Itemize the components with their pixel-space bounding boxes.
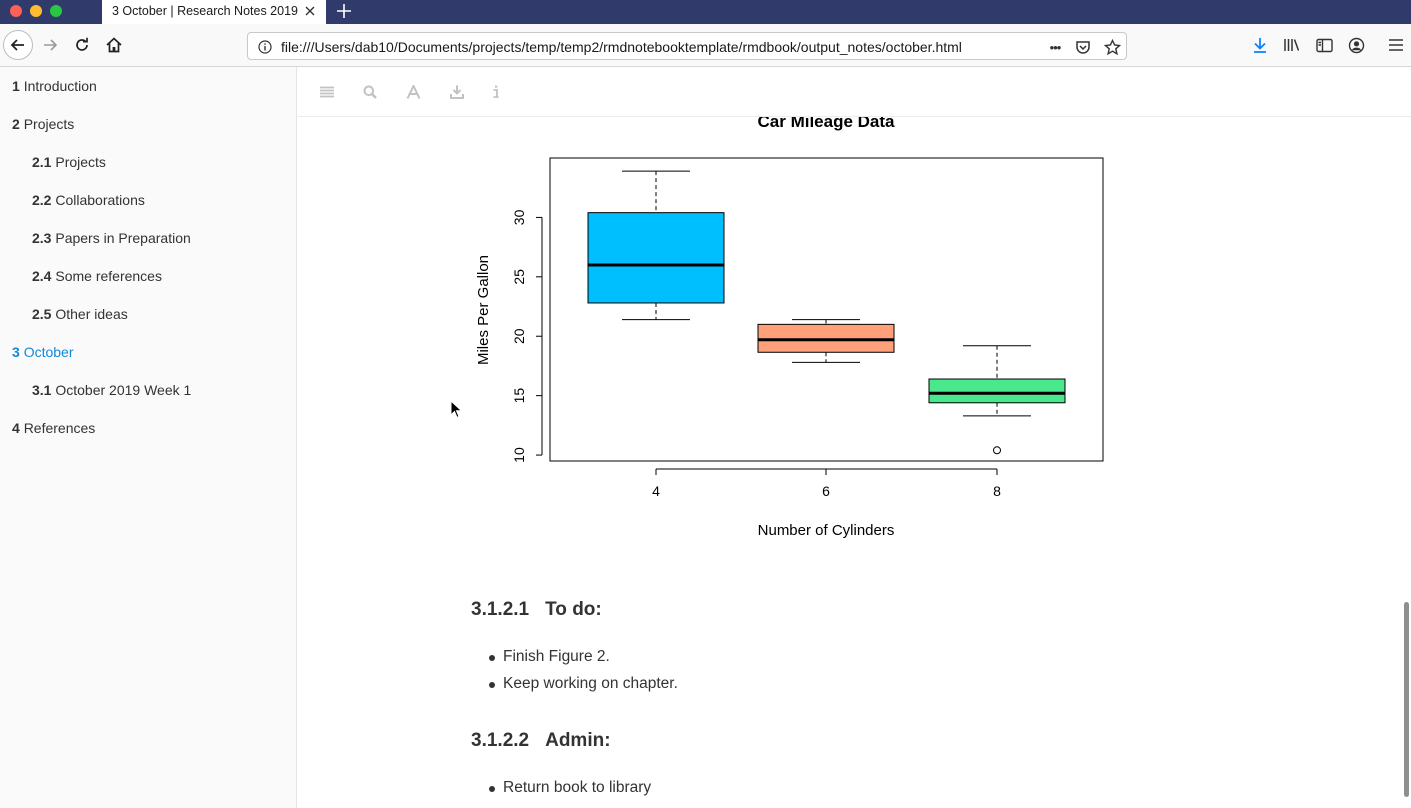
- library-icon: [1284, 39, 1300, 51]
- browser-tab[interactable]: 3 October | Research Notes 2019: [102, 0, 326, 24]
- list-item: Finish Figure 2.: [489, 648, 610, 665]
- boxplot-boxes: [587, 170, 1066, 455]
- toggle-sidebar-button[interactable]: [316, 81, 338, 103]
- chart-title: Car Mileage Data: [758, 117, 896, 131]
- download-icon: [450, 85, 464, 99]
- toc-item-projects[interactable]: 2 Projects: [12, 116, 75, 132]
- star-icon: [1103, 38, 1121, 55]
- toc-item-october[interactable]: 3 October: [12, 344, 74, 360]
- url-bar[interactable]: file:///Users/dab10/Documents/projects/t…: [247, 32, 1127, 60]
- x-axis-label: Number of Cylinders: [758, 522, 895, 539]
- forward-arrow-icon: [44, 39, 58, 51]
- tab-title: 3 October | Research Notes 2019: [112, 4, 298, 18]
- downloads-button[interactable]: [1245, 30, 1275, 60]
- x-tick-label: 4: [652, 483, 660, 499]
- y-tick-label: 25: [511, 269, 527, 285]
- tab-close-icon[interactable]: [302, 3, 318, 19]
- url-text: file:///Users/dab10/Documents/projects/t…: [281, 39, 962, 55]
- x-tick-label: 6: [822, 483, 830, 499]
- account-icon: [1348, 37, 1364, 53]
- y-tick-label: 15: [511, 388, 527, 404]
- library-button[interactable]: [1277, 30, 1307, 60]
- page-actions-icon[interactable]: •••: [1049, 39, 1062, 55]
- y-tick-label: 10: [511, 447, 527, 463]
- app-menu-button[interactable]: [1381, 30, 1411, 60]
- reload-button[interactable]: [67, 30, 97, 60]
- home-icon: [106, 37, 122, 53]
- pocket-button[interactable]: [1074, 38, 1092, 56]
- x-tick-label: 8: [993, 483, 1001, 499]
- window-close-button[interactable]: [10, 5, 22, 17]
- page-scrollbar[interactable]: [1404, 602, 1409, 797]
- reload-icon: [76, 37, 88, 51]
- toc-item-collaborations[interactable]: 2.2 Collaborations: [32, 192, 145, 208]
- download-icon: [1254, 38, 1266, 53]
- box-8-cylinders: [928, 378, 1066, 404]
- toc-item-papers-in-preparation[interactable]: 2.3 Papers in Preparation: [32, 230, 191, 246]
- search-button[interactable]: [359, 81, 381, 103]
- list-icon: [320, 86, 334, 98]
- x-axis: 4 6 8: [652, 468, 1001, 499]
- search-icon: [363, 85, 377, 99]
- list-item: Keep working on chapter.: [489, 675, 678, 692]
- toc-item-some-references[interactable]: 2.4 Some references: [32, 268, 162, 284]
- new-tab-icon[interactable]: [334, 1, 354, 21]
- site-info-icon[interactable]: [258, 40, 272, 54]
- account-button[interactable]: [1341, 30, 1371, 60]
- car-mileage-boxplot: Car Mileage Data 10 15 20 25 30 4 6 8 Number o…: [475, 117, 1104, 539]
- plot-area-frame: [549, 157, 1104, 462]
- sidebar-toggle-button[interactable]: [1309, 30, 1339, 60]
- y-axis-label: Miles Per Gallon: [475, 255, 492, 365]
- y-tick-label: 20: [511, 328, 527, 344]
- book-toolbar: [298, 67, 1411, 117]
- window-maximize-button[interactable]: [50, 5, 62, 17]
- y-axis: 10 15 20 25 30: [511, 209, 543, 463]
- toc-item-october-2019-week-1[interactable]: 3.1 October 2019 Week 1: [32, 382, 192, 398]
- box-4-cylinders: [587, 212, 725, 304]
- pocket-icon: [1076, 41, 1090, 54]
- toc-item-other-ideas[interactable]: 2.5 Other ideas: [32, 306, 128, 322]
- todo-heading: 3.1.2.1 To do:: [471, 599, 602, 620]
- toc-item-projects-sub[interactable]: 2.1 Projects: [32, 154, 106, 170]
- download-book-button[interactable]: [446, 81, 468, 103]
- font-icon: [406, 85, 420, 99]
- bookmark-button[interactable]: [1103, 38, 1121, 56]
- window-titlebar: 3 October | Research Notes 2019: [0, 0, 1411, 24]
- hamburger-menu-icon: [1389, 39, 1403, 51]
- outlier-point: [993, 446, 1001, 455]
- book-content: Car Mileage Data 10 15 20 25 30 4 6 8 Number o…: [298, 117, 1411, 808]
- mouse-cursor-icon: [450, 400, 463, 419]
- back-arrow-icon: [10, 39, 24, 51]
- info-icon: [493, 85, 499, 98]
- window-minimize-button[interactable]: [30, 5, 42, 17]
- admin-heading: 3.1.2.2 Admin:: [471, 730, 611, 751]
- list-item: Return book to library: [488, 779, 652, 796]
- forward-button[interactable]: [35, 30, 65, 60]
- navigation-toolbar: file:///Users/dab10/Documents/projects/t…: [0, 24, 1411, 67]
- toc-item-introduction[interactable]: 1 Introduction: [12, 78, 97, 94]
- sidebar-icon: [1315, 38, 1333, 52]
- info-button[interactable]: [485, 81, 507, 103]
- back-button[interactable]: [3, 30, 33, 60]
- home-button[interactable]: [99, 30, 129, 60]
- table-of-contents: 1 Introduction 2 Projects 2.1 Projects 2…: [0, 67, 297, 808]
- y-tick-label: 30: [511, 209, 527, 225]
- font-settings-button[interactable]: [402, 81, 424, 103]
- toc-item-references[interactable]: 4 References: [12, 420, 96, 436]
